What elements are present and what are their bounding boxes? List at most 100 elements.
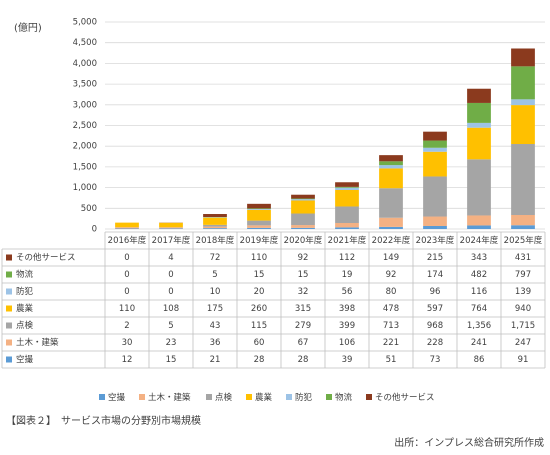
- table-cell: 92: [386, 270, 397, 280]
- table-cell: 43: [210, 321, 221, 331]
- legend-swatch: [99, 394, 105, 400]
- bar-segment: [203, 226, 227, 229]
- bar-segment: [423, 140, 447, 148]
- table-cell: 10: [210, 287, 221, 297]
- bar-segment: [467, 102, 491, 123]
- legend-label: 点検: [215, 392, 233, 403]
- table-cell: 247: [515, 338, 531, 348]
- table-cell: 86: [474, 355, 485, 365]
- y-tick-label: 2,000: [73, 142, 97, 152]
- table-cell: 28: [298, 355, 309, 365]
- bar-segment: [379, 155, 403, 162]
- table-cell: 15: [166, 355, 177, 365]
- table-cell: 260: [251, 304, 267, 314]
- table-cell: 0: [124, 253, 129, 263]
- x-tick-label: 2018年度: [196, 235, 235, 246]
- legend-label: 土木・建築: [148, 392, 191, 403]
- table-cell: 399: [339, 321, 355, 331]
- bar-segment: [511, 48, 535, 67]
- legend-swatch: [6, 339, 12, 346]
- bar-segment: [335, 190, 359, 207]
- table-cell: 175: [207, 304, 223, 314]
- table-cell: 112: [339, 253, 355, 263]
- bar-segment: [247, 208, 271, 210]
- legend-swatch: [6, 288, 12, 295]
- x-tick-label: 2021年度: [328, 235, 367, 246]
- table-cell: 23: [166, 338, 177, 348]
- legend-swatch: [6, 271, 12, 278]
- legend-label: 防犯: [295, 392, 313, 403]
- bar-segment: [203, 214, 227, 217]
- bar-segment: [247, 209, 271, 221]
- table-cell: 19: [342, 270, 353, 280]
- y-tick-label: 2,500: [73, 121, 97, 131]
- table-cell: 30: [122, 338, 133, 348]
- legend-swatch: [139, 394, 145, 400]
- bar-segment: [335, 227, 359, 229]
- x-tick-label: 2019年度: [240, 235, 279, 246]
- legend-swatch: [6, 356, 12, 363]
- row-header: 点検: [16, 320, 34, 331]
- bar-segment: [247, 203, 271, 209]
- bar-segment: [291, 225, 315, 228]
- table-cell: 32: [298, 287, 309, 297]
- y-tick-label: 4,000: [73, 59, 97, 69]
- bar-segment: [247, 227, 271, 229]
- bar-segment: [423, 147, 447, 152]
- bar-segment: [291, 227, 315, 229]
- bar-segment: [115, 227, 139, 229]
- bar-segment: [335, 222, 359, 228]
- bar-segment: [511, 144, 535, 216]
- table-cell: 764: [471, 304, 487, 314]
- table-cell: 28: [254, 355, 265, 365]
- row-header: 防犯: [16, 286, 34, 297]
- y-tick-label: 3,000: [73, 100, 97, 110]
- table-cell: 343: [471, 253, 487, 263]
- table-cell: 149: [383, 253, 399, 263]
- bar-segment: [511, 105, 535, 145]
- legend-label: その他サービス: [375, 392, 435, 403]
- x-tick-label: 2016年度: [108, 235, 147, 246]
- table-cell: 110: [119, 304, 135, 314]
- x-tick-label: 2017年度: [152, 235, 191, 246]
- table-cell: 108: [163, 304, 179, 314]
- bar-segment: [291, 200, 315, 214]
- bar-segment: [159, 222, 183, 228]
- table-cell: 67: [298, 338, 309, 348]
- table-cell: 12: [122, 355, 133, 365]
- bar-segment: [423, 225, 447, 229]
- bar-segment: [423, 151, 447, 177]
- table-cell: 2: [124, 321, 129, 331]
- legend-label: 農業: [255, 392, 273, 403]
- table-cell: 15: [254, 270, 265, 280]
- table-cell: 110: [251, 253, 267, 263]
- bar-segment: [203, 217, 227, 225]
- table-cell: 968: [427, 321, 443, 331]
- bar-segment: [247, 220, 271, 226]
- table-cell: 15: [298, 270, 309, 280]
- bar-segment: [291, 213, 315, 226]
- x-tick-label: 2024年度: [460, 235, 499, 246]
- x-tick-label: 2020年度: [284, 235, 323, 246]
- table-cell: 5: [212, 270, 217, 280]
- bar-segment: [511, 66, 535, 100]
- row-header: 物流: [16, 269, 34, 280]
- bar-segment: [511, 225, 535, 229]
- bar-segment: [467, 215, 491, 226]
- bar-segment: [467, 122, 491, 128]
- y-tick-label: 0: [92, 225, 97, 235]
- y-tick-label: 4,500: [73, 38, 97, 48]
- bar-segment: [467, 88, 491, 103]
- bar-segment: [379, 161, 403, 166]
- bar-segment: [335, 182, 359, 187]
- legend-label: 空撮: [108, 392, 126, 403]
- y-tick-label: 1,500: [73, 162, 97, 172]
- bar-segment: [423, 176, 447, 217]
- bar-segment: [247, 209, 271, 210]
- table-cell: 80: [386, 287, 397, 297]
- bar-segment: [115, 222, 139, 228]
- legend-swatch: [246, 394, 252, 400]
- table-cell: 597: [427, 304, 443, 314]
- table-cell: 0: [168, 287, 173, 297]
